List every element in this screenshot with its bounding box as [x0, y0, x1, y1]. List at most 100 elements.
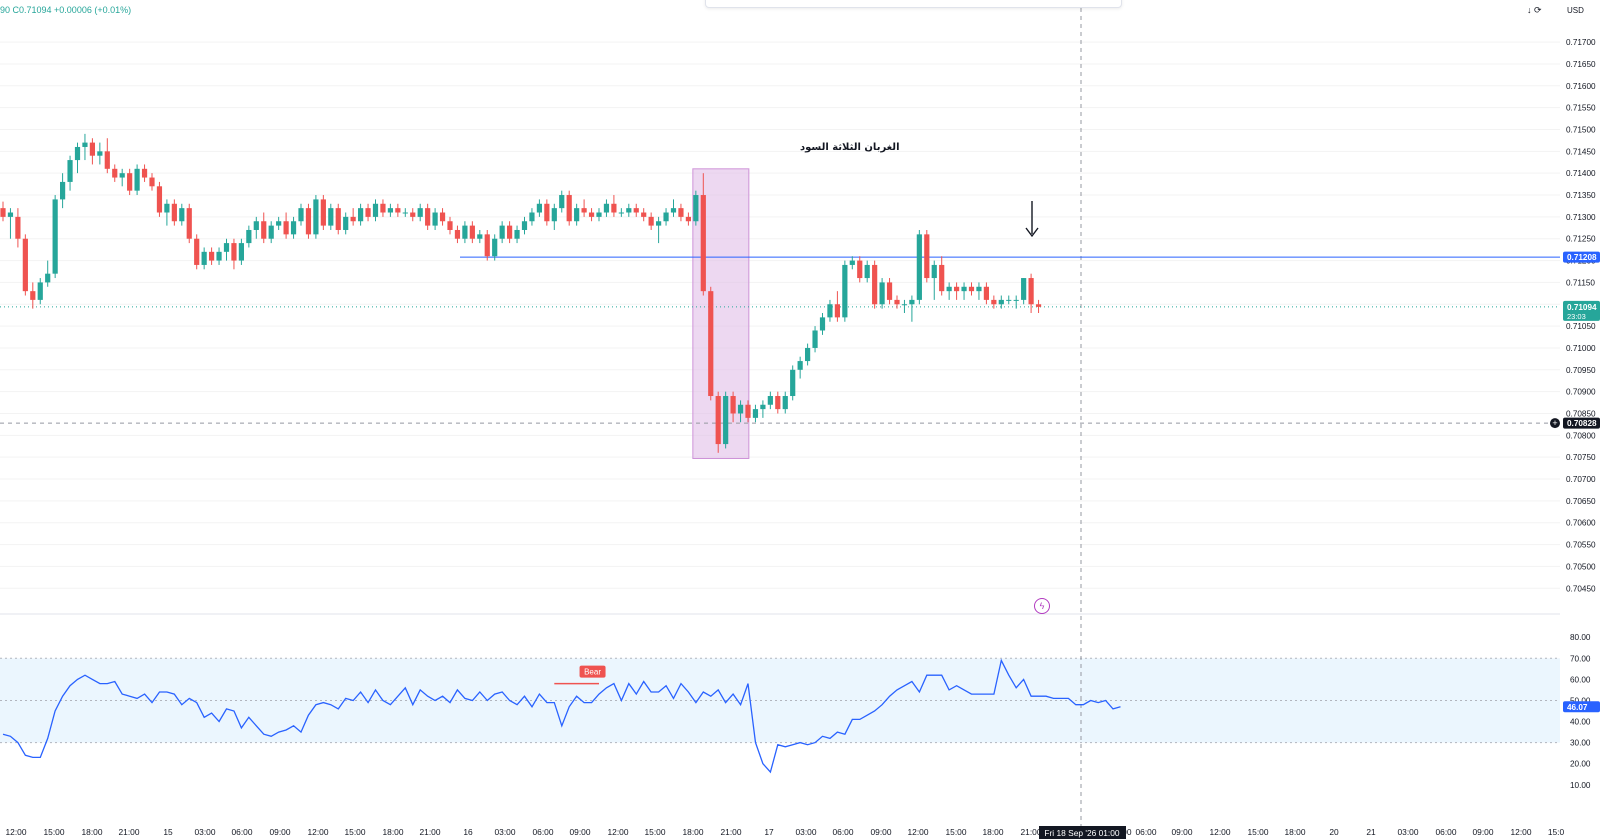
candle-body — [231, 243, 237, 261]
price-tick-label: 0.71300 — [1566, 213, 1596, 222]
time-tick-label: 16 — [463, 827, 473, 837]
candle-body — [678, 208, 684, 217]
candle-body — [343, 216, 349, 230]
price-tick-label: 0.71650 — [1566, 60, 1596, 69]
candle-body — [954, 286, 960, 292]
candle-body — [447, 221, 453, 230]
price-tick-label: 0.71050 — [1566, 322, 1596, 331]
price-tick-label: 0.71600 — [1566, 82, 1596, 91]
candle-body — [22, 238, 28, 292]
candle-body — [484, 234, 490, 257]
currency-label[interactable]: USD — [1567, 6, 1584, 15]
rsi-tick-label: 20.00 — [1570, 760, 1591, 769]
candle-body — [104, 151, 110, 169]
candle-body — [633, 208, 639, 213]
candle-body — [879, 282, 885, 305]
candle-body — [782, 396, 788, 410]
candle-body — [425, 208, 431, 226]
candle-body — [603, 203, 610, 213]
time-axis[interactable]: 12:00 15:00 18:00 21:00 15 03:00 06:00 09:00 12:… — [6, 827, 1565, 837]
candle-body — [253, 221, 259, 230]
candle-body — [618, 212, 624, 214]
candle-body — [469, 225, 475, 239]
price-tick-label: 0.71400 — [1566, 169, 1596, 178]
add-alert-icon — [1550, 418, 1560, 429]
time-tick-label: 03:00 — [1398, 827, 1419, 837]
time-tick-label: 18:00 — [383, 827, 404, 837]
candle-body — [834, 304, 840, 318]
time-tick-label: 12:00 — [308, 827, 329, 837]
candle-body — [626, 208, 632, 213]
candle-body — [521, 221, 528, 230]
price-axis[interactable]: 0.71700 0.71650 0.71600 0.71550 0.71500 0.714… — [1566, 38, 1596, 593]
candle-body — [693, 195, 699, 222]
candle-body — [872, 264, 878, 305]
candle-body — [983, 286, 989, 300]
candle-body — [313, 199, 319, 235]
candle-body — [827, 304, 833, 318]
time-tick-label: 06:00 — [1136, 827, 1157, 837]
candle-body — [164, 203, 170, 213]
candle-body — [298, 208, 304, 222]
bear-tag-bg — [579, 665, 606, 678]
candle-body — [149, 177, 155, 187]
time-tick-label: 18:00 — [82, 827, 103, 837]
rsi-tick-label: 10.00 — [1570, 781, 1591, 790]
drawing-toolbar[interactable] — [705, 0, 1122, 8]
candle-body — [864, 264, 870, 279]
time-tick-label: 15:00 — [345, 827, 366, 837]
candle-body — [588, 212, 595, 217]
ohlc-readout: 90 C0.71094 +0.00006 (+0.01%) — [0, 5, 132, 15]
crosshair-price-badge: 0.70828 — [1567, 419, 1597, 428]
rsi-tick-label: 60.00 — [1570, 675, 1591, 684]
candle-body — [350, 216, 356, 222]
candle-body — [559, 195, 565, 209]
candle-body — [536, 203, 542, 213]
price-tick-label: 0.70650 — [1566, 497, 1596, 506]
price-tick-label: 0.70500 — [1566, 562, 1596, 571]
candle-body — [745, 404, 751, 418]
candle-body — [380, 203, 386, 213]
price-tick-label: 0.70900 — [1566, 388, 1596, 397]
candle-body — [194, 238, 200, 265]
time-tick-label: 12:00 — [608, 827, 629, 837]
candle-body — [45, 273, 51, 283]
time-tick-label: 03:00 — [796, 827, 817, 837]
candle-body — [82, 142, 88, 147]
candle-body — [15, 216, 21, 239]
price-tick-label: 0.71500 — [1566, 125, 1596, 134]
lightning-icon[interactable]: ϟ — [1034, 598, 1050, 614]
candle-body — [886, 282, 893, 300]
cursor-time-badge-bg — [1039, 826, 1126, 839]
candle-body — [581, 208, 587, 213]
price-tick-label: 0.71550 — [1566, 104, 1596, 113]
candle-body — [439, 212, 446, 222]
candle-body — [216, 251, 222, 261]
download-icon[interactable]: ↓ ⟳ — [1527, 5, 1542, 15]
candle-body — [89, 142, 95, 156]
candle-body — [529, 212, 535, 222]
time-tick-label: 15:00 — [44, 827, 65, 837]
rsi-tick-label: 50.00 — [1570, 696, 1591, 705]
candle-body — [477, 234, 483, 239]
price-tick-label: 0.70850 — [1566, 409, 1596, 418]
candle-body — [663, 212, 669, 222]
pattern-annotation-text: الغربان الثلاثة السود — [800, 142, 900, 153]
price-tick-label: 0.71150 — [1566, 278, 1595, 287]
price-tick-label: 0.71350 — [1566, 191, 1596, 200]
candle-body — [1028, 278, 1034, 305]
candle-body — [909, 299, 915, 305]
candle-body — [7, 212, 14, 217]
candle-body — [290, 221, 297, 235]
time-tick-label: 03:00 — [195, 827, 216, 837]
time-tick-label: 15:0 — [1548, 827, 1565, 837]
candle-body — [30, 291, 36, 300]
candle-body — [574, 208, 580, 222]
bear-tag-text: Bear — [584, 668, 601, 677]
candle-body — [507, 225, 513, 239]
candle-body — [246, 229, 252, 244]
price-tick-label: 0.70950 — [1566, 366, 1596, 375]
candle-body — [0, 208, 6, 217]
time-tick-label: 09:00 — [871, 827, 892, 837]
